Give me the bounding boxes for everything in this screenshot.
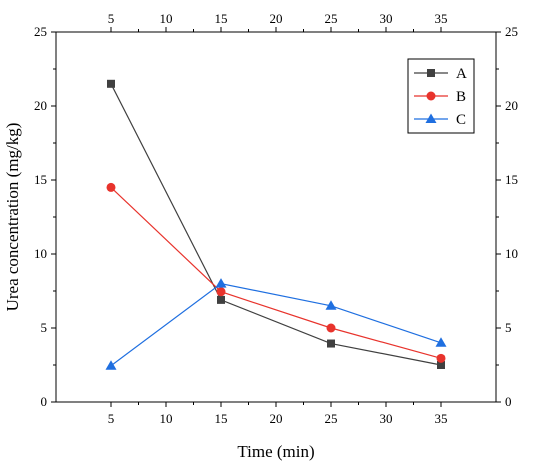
- y-axis-title: Urea concentration (mg/kg): [3, 123, 22, 312]
- y-tick-label-right: 5: [505, 320, 512, 335]
- series-line-b: [110, 186, 442, 359]
- data-point-c: [215, 278, 227, 288]
- y-tick-label-left: 5: [41, 320, 48, 335]
- data-point-a: [437, 361, 445, 369]
- data-point-c: [435, 337, 447, 347]
- legend-label-b: B: [456, 89, 466, 105]
- x-tick-label-top: 10: [160, 11, 173, 26]
- axis-ticks: [51, 27, 501, 407]
- y-tick-label-right: 20: [505, 98, 518, 113]
- legend-marker-c: [425, 113, 437, 123]
- x-tick-label-bottom: 5: [108, 411, 115, 426]
- data-point-c: [325, 300, 337, 310]
- y-tick-label-left: 20: [34, 98, 47, 113]
- y-tick-label-right: 10: [505, 246, 518, 261]
- x-axis-title: Time (min): [237, 442, 314, 461]
- data-point-b: [216, 287, 226, 297]
- data-point-a: [217, 295, 225, 304]
- x-tick-label-bottom: 10: [160, 411, 173, 426]
- legend: ABC: [407, 58, 475, 134]
- x-tick-label-bottom: 20: [270, 411, 283, 426]
- x-tick-label-bottom: 30: [380, 411, 393, 426]
- y-tick-label-right: 0: [505, 394, 512, 409]
- legend-marker-a: [427, 69, 435, 77]
- data-point-b: [326, 323, 336, 333]
- x-tick-label-top: 25: [325, 11, 338, 26]
- x-tick-label-bottom: 25: [325, 411, 338, 426]
- data-point-a: [107, 79, 115, 88]
- x-tick-label-top: 5: [108, 11, 115, 26]
- x-tick-label-top: 20: [270, 11, 283, 26]
- y-tick-label-right: 25: [505, 24, 518, 39]
- series-line-c: [110, 282, 442, 367]
- legend-label-c: C: [456, 112, 466, 128]
- x-tick-label-top: 35: [435, 11, 448, 26]
- x-tick-label-bottom: 15: [215, 411, 228, 426]
- series-markers: [105, 79, 447, 370]
- series-lines: [110, 83, 442, 367]
- y-tick-label-left: 0: [41, 394, 48, 409]
- legend-marker-b: [426, 91, 436, 101]
- x-tick-label-top: 30: [380, 11, 393, 26]
- data-point-b: [106, 182, 116, 192]
- data-point-b: [436, 353, 446, 363]
- data-point-c: [105, 360, 117, 370]
- legend-label-a: A: [456, 66, 467, 82]
- y-tick-label-right: 15: [505, 172, 518, 187]
- y-tick-label-left: 15: [34, 172, 47, 187]
- x-tick-label-bottom: 35: [435, 411, 448, 426]
- y-tick-label-left: 25: [34, 24, 47, 39]
- axis-tick-labels: 5 5 10 10 15 15 20 20 25 25 30 30 35 35 0 0 5 5 10 10 15 15 20…: [34, 11, 518, 426]
- y-tick-label-left: 10: [34, 246, 47, 261]
- x-tick-label-top: 15: [215, 11, 228, 26]
- series-line-a: [110, 83, 442, 366]
- data-point-a: [327, 339, 335, 348]
